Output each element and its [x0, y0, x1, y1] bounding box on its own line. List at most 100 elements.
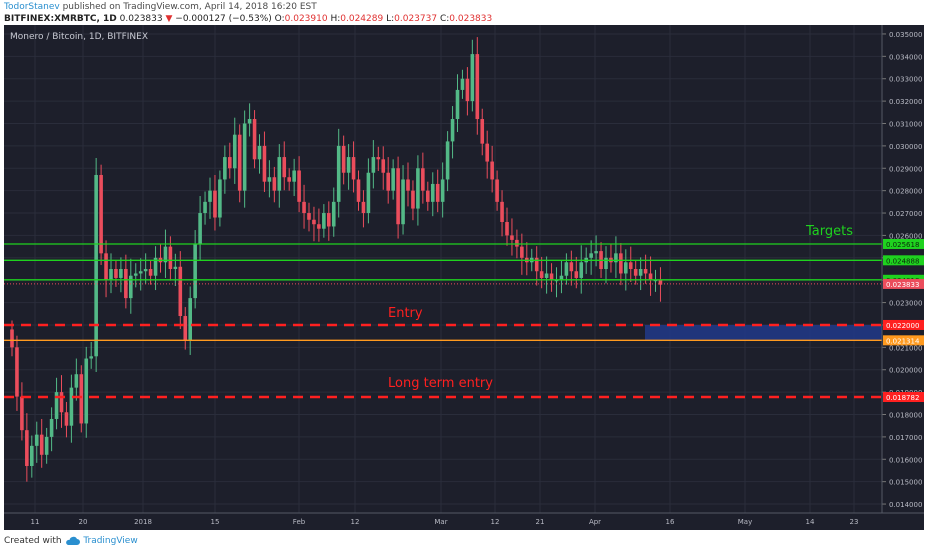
- candle-body: [84, 358, 89, 424]
- candle: [297, 156, 301, 213]
- candle: [84, 346, 89, 438]
- tradingview-brand[interactable]: TradingView: [83, 536, 138, 546]
- publish-info: TodorStanev published on TradingView.com…: [4, 1, 317, 13]
- candle-body: [168, 246, 173, 269]
- annotation-long-term-entry[interactable]: Long term entry: [388, 376, 493, 391]
- author-link[interactable]: TodorStanev: [4, 2, 60, 12]
- candle: [282, 141, 287, 191]
- candle-body: [20, 396, 24, 431]
- candle-body: [79, 374, 84, 424]
- annotation-entry[interactable]: Entry: [388, 306, 423, 321]
- candle: [480, 108, 485, 156]
- candle-body: [371, 157, 376, 173]
- candle: [223, 145, 227, 194]
- price-label-text: 0.024888: [886, 257, 919, 265]
- candle-body: [99, 174, 103, 254]
- y-tick-label: 0.033000: [889, 76, 922, 84]
- candle-body: [559, 275, 564, 281]
- close-label: C:: [439, 14, 450, 24]
- candle: [153, 246, 158, 291]
- y-tick-label: 0.026000: [889, 232, 922, 240]
- high-value: 0.024289: [340, 14, 384, 24]
- annotation-targets[interactable]: Targets: [805, 224, 853, 239]
- candle: [277, 144, 282, 208]
- price-label-text: 0.021314: [886, 337, 920, 345]
- candle: [213, 174, 217, 231]
- candle-body: [203, 201, 207, 214]
- candle-body: [30, 445, 34, 466]
- candle: [114, 260, 118, 287]
- candle: [485, 130, 489, 179]
- x-tick-label: 23: [850, 518, 859, 526]
- candle-body: [104, 253, 108, 281]
- candlestick-chart[interactable]: 0.014000 0.015000 0.016000 0.017000 0.018000…: [4, 25, 924, 530]
- candle: [242, 110, 247, 208]
- candle: [178, 251, 183, 329]
- candle-body: [331, 201, 336, 227]
- price-label-box: [883, 255, 924, 266]
- candle: [549, 263, 554, 292]
- candle: [396, 156, 400, 239]
- candle-body: [317, 224, 321, 229]
- high-label: H:: [330, 14, 341, 24]
- open-value: 0.023910: [284, 14, 328, 24]
- candle-body: [391, 168, 395, 191]
- candle-body: [119, 269, 123, 278]
- candle-body: [267, 177, 272, 182]
- candle-body: [500, 201, 504, 222]
- candle: [376, 146, 381, 171]
- candle-body: [460, 78, 465, 90]
- candle: [490, 145, 494, 193]
- time-axis[interactable]: 11 20 2018 15 Feb 12 Mar 12 21 Apr 16 May 14 23: [4, 512, 924, 526]
- candle-body: [341, 145, 346, 173]
- candle-body: [10, 329, 14, 348]
- chart-panel[interactable]: 0.014000 0.015000 0.016000 0.017000 0.018000…: [4, 25, 924, 530]
- candle-body: [218, 179, 222, 218]
- candle-body: [213, 190, 217, 218]
- candle: [257, 134, 262, 174]
- candle: [193, 230, 197, 309]
- candle: [138, 258, 143, 291]
- candle-body: [163, 246, 168, 263]
- candle: [119, 257, 123, 293]
- candle-body: [564, 262, 569, 276]
- candle: [158, 243, 163, 273]
- tradingview-cloud-icon: [66, 536, 81, 545]
- candle: [534, 246, 539, 286]
- y-tick-label: 0.014000: [889, 501, 922, 509]
- y-tick-label: 0.018000: [889, 412, 922, 420]
- candle-body: [406, 179, 410, 191]
- price-axis[interactable]: 0.014000 0.015000 0.016000 0.017000 0.018000…: [881, 25, 924, 513]
- candle-body: [510, 235, 514, 240]
- y-tick-label: 0.028000: [889, 188, 922, 196]
- candle-body: [297, 170, 301, 202]
- price-label-box: [883, 319, 924, 330]
- candle: [346, 144, 351, 190]
- candle: [173, 253, 178, 287]
- candle: [520, 233, 524, 275]
- candle-body: [44, 436, 49, 455]
- candle: [371, 140, 376, 189]
- candle: [445, 131, 450, 192]
- x-tick-label: 15: [211, 518, 220, 526]
- candle-body: [198, 213, 202, 245]
- candle: [79, 365, 84, 433]
- low-value: 0.023737: [394, 14, 438, 24]
- candle-body: [435, 183, 440, 202]
- candle: [633, 260, 638, 285]
- candle: [638, 257, 643, 291]
- candle-body: [648, 273, 653, 281]
- candle: [440, 162, 445, 218]
- candle-body: [579, 262, 584, 278]
- candle-body: [173, 266, 178, 269]
- price-label-text: 0.022000: [886, 322, 919, 330]
- candle: [198, 196, 202, 261]
- candle: [579, 245, 584, 294]
- candle-body: [232, 134, 237, 169]
- price-label-box: [883, 335, 924, 346]
- candle: [594, 235, 598, 267]
- candle: [455, 74, 460, 133]
- candle-body: [25, 430, 29, 466]
- candle: [475, 37, 480, 135]
- candle: [74, 358, 79, 401]
